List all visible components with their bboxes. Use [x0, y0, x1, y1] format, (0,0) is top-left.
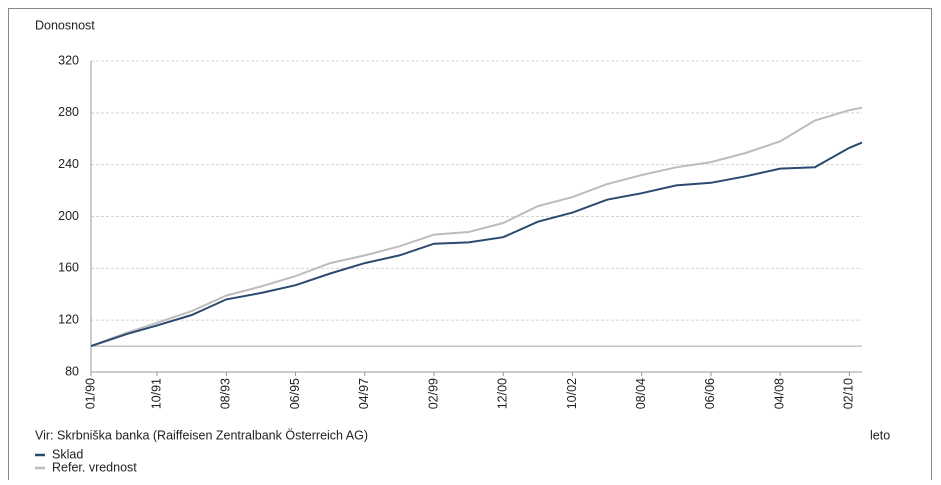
frame: [8, 8, 932, 484]
y-tick-label: 200: [58, 209, 79, 223]
y-tick-label: 80: [65, 364, 79, 378]
x-axis-label: leto: [870, 428, 890, 442]
legend-label: Refer. vrednost: [52, 460, 137, 474]
y-tick-label: 160: [58, 261, 79, 275]
x-tick-label: 04/97: [357, 378, 371, 409]
series-line: [90, 141, 863, 348]
x-tick-label: 08/04: [634, 378, 648, 409]
x-tick-label: 08/93: [219, 378, 233, 409]
x-tick-label: 04/08: [772, 378, 786, 409]
x-tick-label: 10/91: [149, 378, 163, 409]
y-tick-label: 120: [58, 312, 79, 326]
x-tick-label: 06/95: [288, 378, 302, 409]
y-axis-label: Donosnost: [35, 18, 95, 32]
series-line: [90, 106, 863, 348]
x-tick-label: 12/00: [496, 378, 510, 409]
x-tick-label: 02/10: [842, 378, 856, 409]
y-tick-label: 240: [58, 157, 79, 171]
x-tick-label: 10/02: [565, 378, 579, 409]
y-tick-label: 280: [58, 105, 79, 119]
y-tick-label: 320: [58, 53, 79, 67]
x-tick-label: 01/90: [83, 378, 97, 409]
x-tick-label: 02/99: [426, 378, 440, 409]
source: Vir: Skrbniška banka (Raiffeisen Zentral…: [35, 428, 368, 442]
x-tick-label: 06/06: [703, 378, 717, 409]
legend-label: Sklad: [52, 447, 83, 461]
